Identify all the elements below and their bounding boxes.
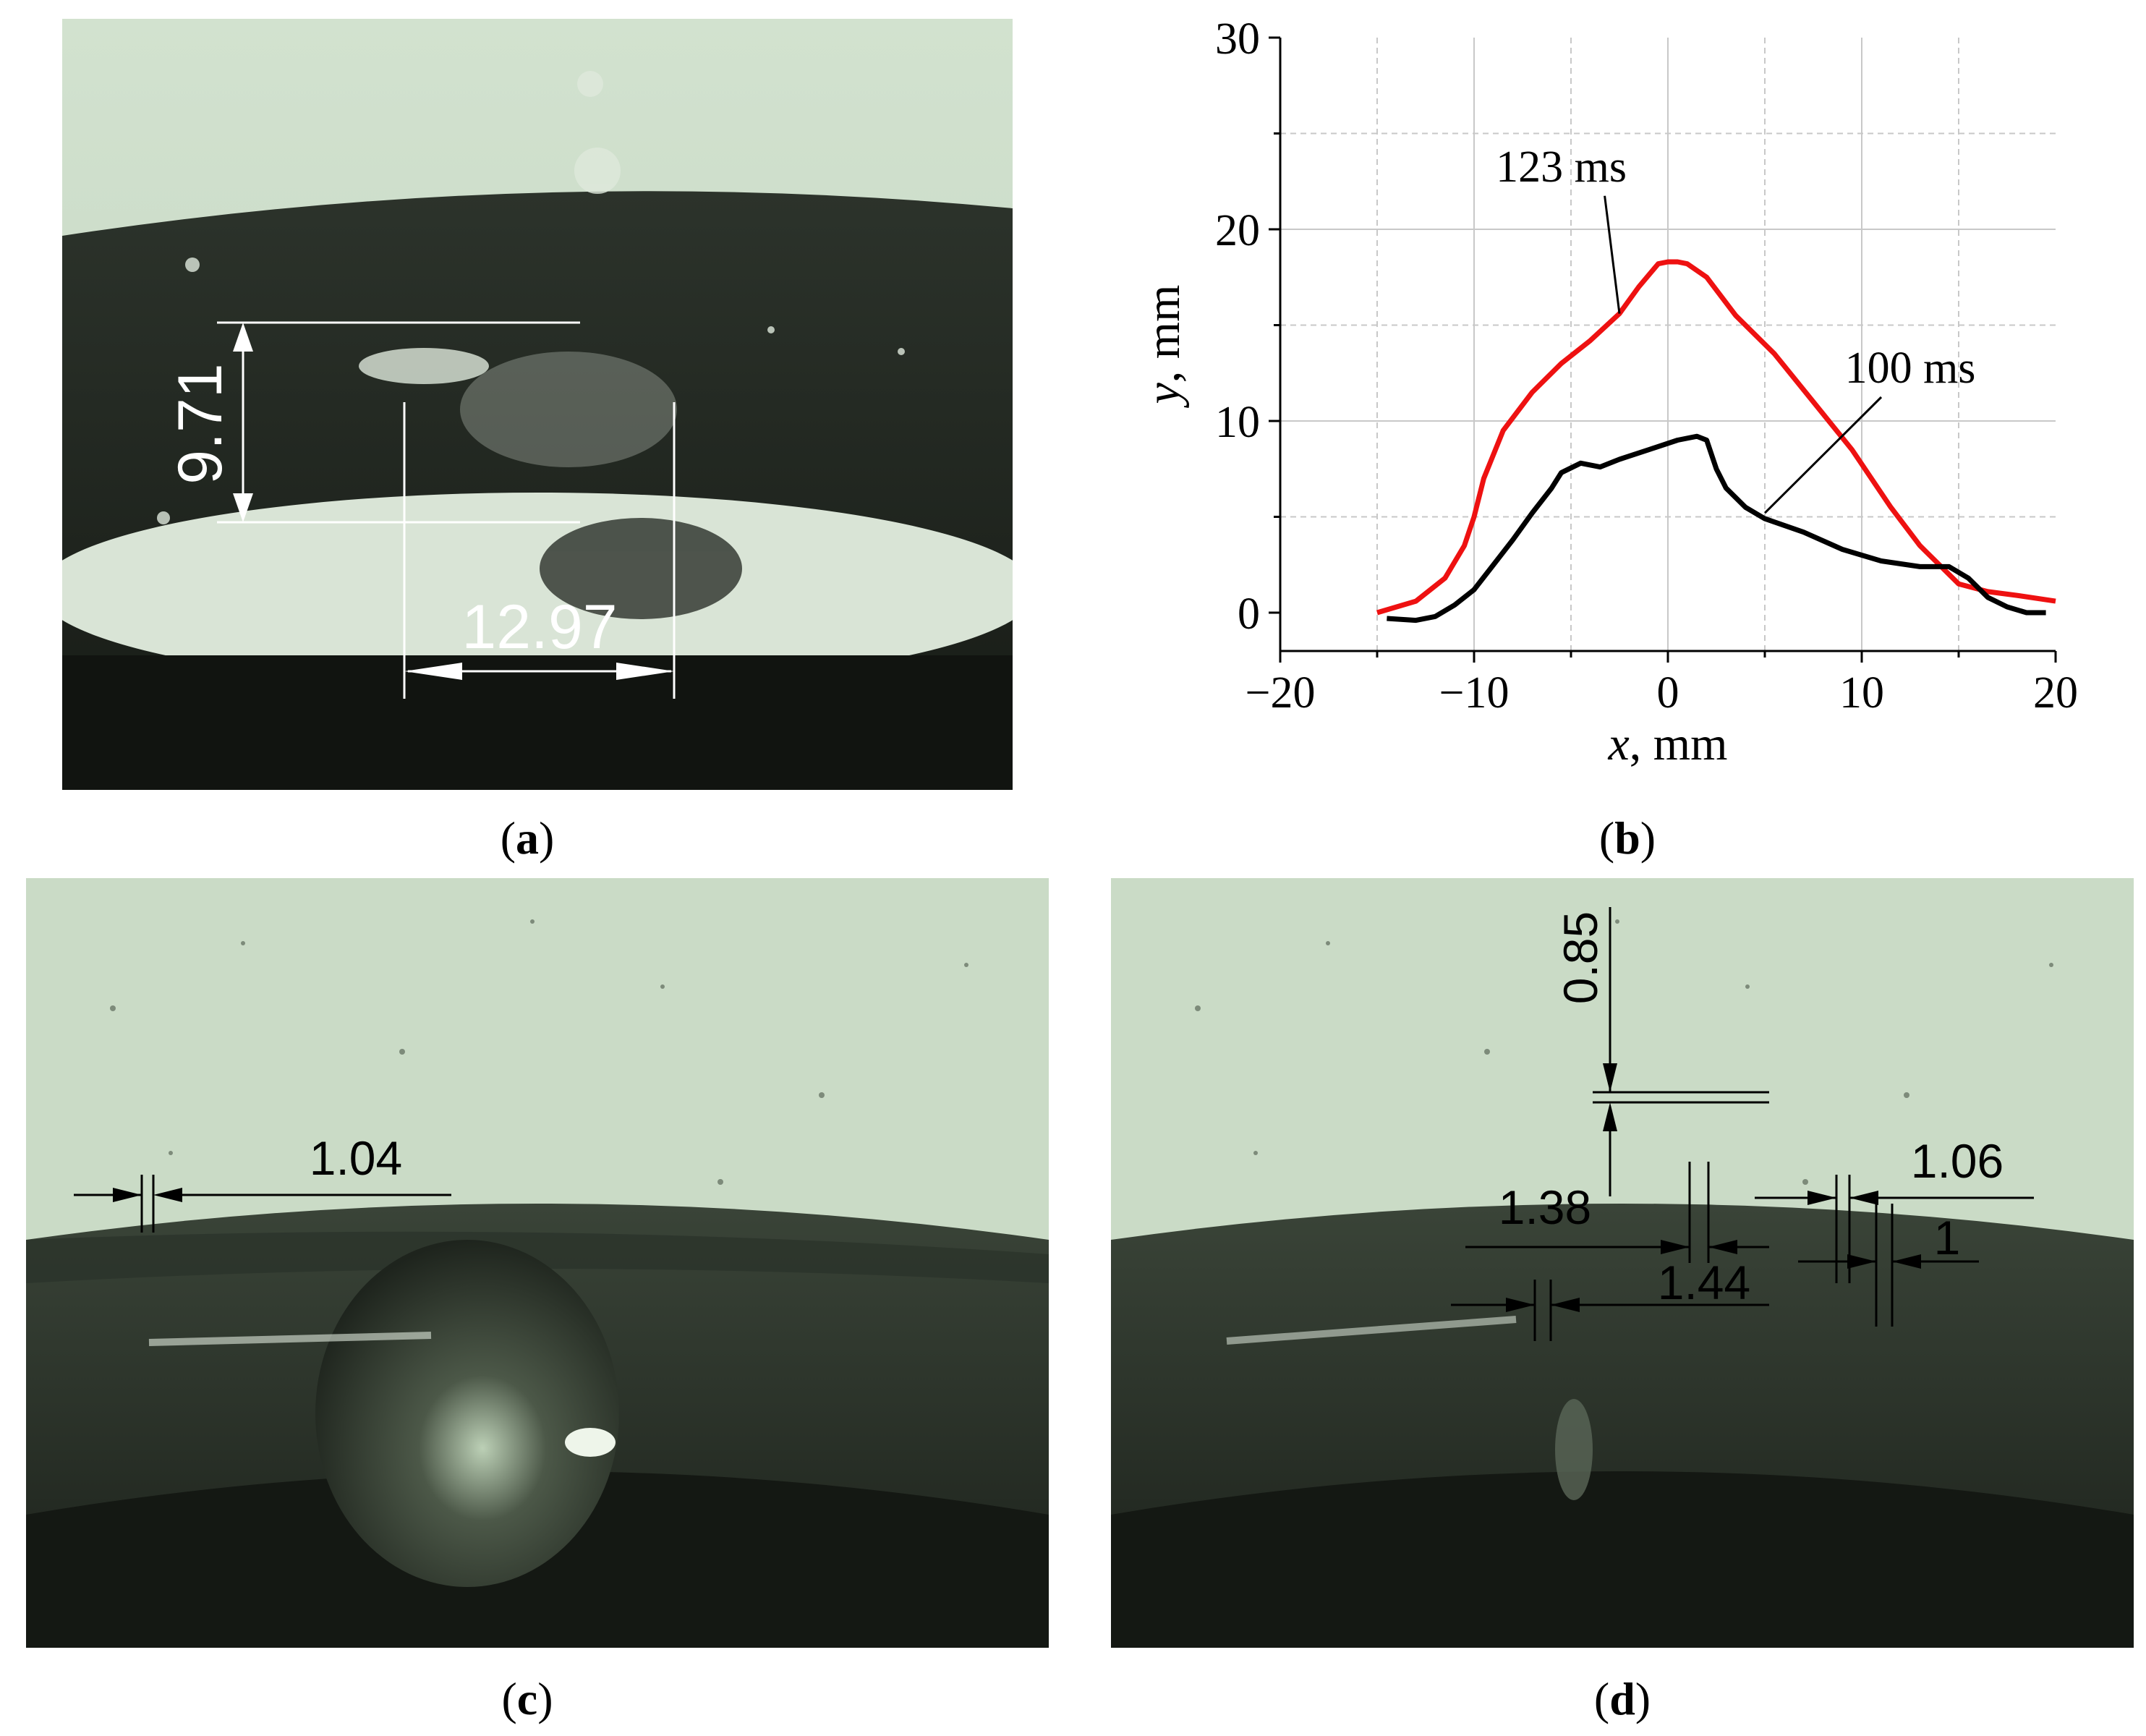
caption-d: (d) <box>1593 1673 1651 1724</box>
photo-droplets: 0.85 1.06 1.38 1 1.44 <box>1111 878 2134 1648</box>
annotation-leader-1 <box>1763 396 1883 514</box>
series-line-0 <box>1376 259 2056 616</box>
x-tick-label: −10 <box>1439 668 1510 718</box>
dimension-label-1: 1 <box>1934 1211 1961 1264</box>
x-tick-label: 10 <box>1839 668 1884 718</box>
dimension-label-0-85: 0.85 <box>1554 911 1607 1004</box>
dimension-label-film: 1.04 <box>310 1131 402 1185</box>
panel-d: 0.85 1.06 1.38 1 1.44 (d) <box>1070 868 2146 1736</box>
x-tick-label: 0 <box>1657 668 1679 718</box>
x-axis-label: x, mm <box>1608 718 1728 770</box>
dimension-label-height: 9.71 <box>166 363 235 484</box>
annotation-leader-0 <box>1604 195 1621 314</box>
y-tick-label: 0 <box>1238 590 1260 639</box>
dimension-label-1-06: 1.06 <box>1911 1134 2004 1188</box>
panel-c: 1.04 (c) <box>0 868 1070 1736</box>
annotation-label-0: 123 ms <box>1496 142 1627 192</box>
x-tick-label: 20 <box>2033 668 2078 718</box>
panel-b: −20 −10 0 10 20 0 10 20 30 x, mm y, mm 123 ms 100 ms… <box>1049 0 2146 890</box>
photo-bubble: 1.04 <box>26 878 1049 1648</box>
y-tick-label: 20 <box>1215 206 1260 255</box>
annotation-label-1: 100 ms <box>1845 344 1976 393</box>
dimension-label-1-44: 1.44 <box>1658 1256 1750 1309</box>
x-tick-label: −20 <box>1246 668 1316 718</box>
panel-a: 9.71 12.97 (a) <box>0 0 1049 890</box>
y-tick-label: 10 <box>1215 398 1260 447</box>
caption-b: (b) <box>1598 812 1656 864</box>
y-tick-label: 30 <box>1215 14 1260 64</box>
dimension-label-1-38: 1.38 <box>1499 1180 1591 1234</box>
dimension-label-width: 12.97 <box>461 592 617 662</box>
series-line-1 <box>1387 433 2046 624</box>
caption-a: (a) <box>500 812 555 864</box>
photo-splash-crown: 9.71 12.97 <box>62 19 1013 790</box>
caption-c: (c) <box>501 1673 553 1724</box>
y-axis-label: y, mm <box>1137 285 1190 409</box>
chart-profile: −20 −10 0 10 20 0 10 20 30 x, mm y, mm 123 ms 100 ms <box>1137 14 2078 770</box>
